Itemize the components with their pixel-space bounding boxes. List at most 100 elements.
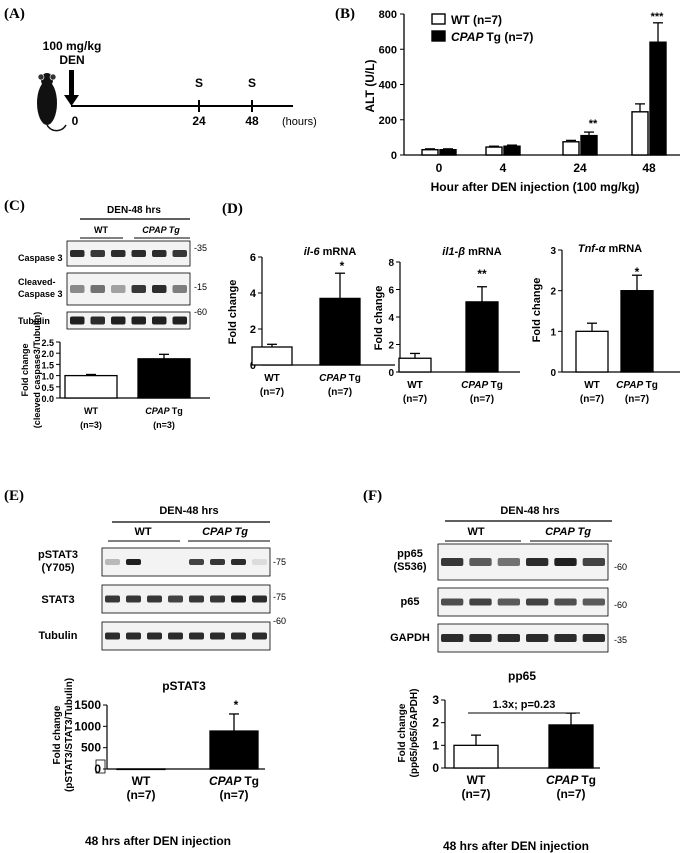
y-tick-label: 3 [550, 246, 556, 257]
panel-f-xnote: 48 hrs after DEN injection [443, 839, 589, 853]
blot-band [210, 559, 225, 565]
blot-e-group-wt: WT [134, 526, 151, 538]
blot-band [152, 316, 167, 325]
sampling-mark-48: S [248, 76, 256, 90]
blot-strip [66, 311, 191, 330]
chart-title: il-6 mRNA [304, 246, 357, 258]
panel-d-letter: (D) [222, 201, 243, 217]
y-tick-label: 2 [388, 341, 394, 352]
x-axis-label: Hour after DEN injection (100 mg/kg) [431, 180, 640, 194]
blot-band [105, 559, 120, 565]
x-category-label: CPAP Tg [616, 380, 658, 391]
y-tick-label: 1 [550, 327, 556, 338]
blot-f-group-tg: CPAP Tg [545, 526, 591, 538]
blot-band [152, 250, 167, 257]
blot-band [168, 632, 183, 640]
y-axis-label: Fold change [397, 703, 408, 762]
star-e: * [234, 698, 239, 712]
x-category-label: WT [84, 406, 98, 416]
blot-e-row-y705: (Y705) [41, 562, 74, 574]
x-category-label: CPAP Tg [145, 406, 183, 416]
blot-band [172, 250, 187, 257]
x-category-n: (n=7) [260, 387, 284, 398]
y-tick-label: 0 [432, 761, 439, 775]
y-axis-label: (pSTAT3/STAT3/Tubulin) [64, 678, 75, 792]
chart-d-tnfa: 0 1 2 3 WT (n=7) CPAP Tg (n=7) Fold change Tnf-α … [531, 243, 680, 405]
bar-D3-wt [575, 330, 609, 373]
panel-c-letter: (C) [4, 198, 25, 214]
bar-B-wt [631, 111, 649, 156]
bar-B-tg [439, 149, 457, 156]
y-tick-label: 8 [388, 258, 394, 269]
chart-d-il6: 0 2 4 6 WT (n=7) CPAP Tg (n=7) Fold change il-6 m… [227, 246, 395, 398]
timeline-tick-24: 24 [192, 114, 206, 128]
star-b-48h: *** [651, 11, 665, 23]
blot-strip [66, 240, 191, 267]
blot-e-row-pstat3: pSTAT3 [38, 549, 78, 561]
blot-f-marker-60a: -60 [614, 562, 627, 572]
blot-band [252, 559, 267, 565]
blot-band [70, 285, 85, 293]
blot-c-group-tg: CPAP Tg [142, 225, 180, 235]
blot-band [70, 316, 85, 325]
bar-D2-tg [465, 301, 499, 373]
y-tick-label: 2 [550, 287, 556, 298]
blot-band [105, 595, 120, 603]
y-tick-label: 1 [432, 738, 439, 752]
y-tick-label: 1.0 [41, 372, 54, 382]
x-category-label: WT [407, 380, 423, 391]
blot-strip [437, 623, 609, 653]
zero-box-annotation [95, 759, 106, 774]
x-category-label: 4 [500, 161, 507, 175]
blot-f-row-s536: (S536) [393, 561, 426, 573]
panel-b-letter: (B) [335, 6, 355, 22]
blot-band [90, 316, 105, 325]
x-category-n: (n=7) [461, 787, 490, 801]
dose-label-line2: DEN [59, 53, 84, 67]
blot-band [441, 558, 464, 566]
blot-strip [66, 272, 191, 306]
x-category-n: (n=7) [126, 788, 155, 802]
blot-band [441, 598, 464, 606]
y-axis-label: (pp65/p65/GAPDH) [409, 689, 420, 778]
y-tick-label: 1000 [74, 719, 101, 733]
y-tick-label: 0.0 [41, 394, 54, 404]
blot-c-row-caspase3: Caspase 3 [18, 253, 63, 263]
blot-e-marker-75a: -75 [273, 557, 286, 567]
blot-band [126, 632, 141, 640]
x-category-n: (n=7) [556, 787, 585, 801]
y-tick-label: 6 [388, 286, 394, 297]
y-tick-label: 4 [250, 288, 257, 300]
bar-B-wt [421, 149, 439, 156]
chart-d-il1b: 0 2 4 6 8 WT (n=7) CPAP Tg (n=7) Fold change il1-β… [373, 246, 520, 405]
x-category-label: 24 [573, 161, 587, 175]
blot-e-marker-60: -60 [273, 616, 286, 626]
blot-c-marker-15: -15 [194, 282, 207, 292]
x-category-label: WT [132, 774, 151, 788]
bar-D2-wt [398, 357, 432, 373]
chart-title: pp65 [508, 669, 536, 683]
blot-c-title: DEN-48 hrs [107, 205, 161, 216]
y-tick-label: 0 [391, 150, 397, 162]
chart-c-cleaved-caspase: 0.00.51.0 1.52.02.5 WT (n=3) CPAP Tg (n=3) Fol… [20, 312, 210, 430]
x-category-label: CPAP Tg [461, 380, 503, 391]
blot-f: DEN-48 hrs WT CPAP Tg pp65 (S536) p65 GA… [390, 505, 627, 653]
x-category-label: WT [584, 380, 600, 391]
blot-e-title: DEN-48 hrs [159, 505, 218, 517]
injection-arrow-icon [64, 70, 79, 106]
blot-band [111, 285, 126, 293]
blot-band [152, 285, 167, 293]
blot-band [70, 250, 85, 257]
x-category-n: (n=7) [625, 394, 649, 405]
legend-label: WT (n=7) [451, 13, 502, 27]
blot-band [469, 634, 492, 642]
x-category-label: WT [264, 373, 280, 384]
blot-band [210, 595, 225, 603]
blot-e-group-tg: CPAP Tg [202, 526, 248, 538]
y-tick-label: 6 [250, 252, 256, 264]
bar-B-wt [562, 141, 580, 156]
y-axis-label: Fold change [531, 278, 543, 343]
blot-band [441, 634, 464, 642]
blot-band [526, 598, 549, 606]
y-tick-label: 0 [388, 368, 394, 379]
